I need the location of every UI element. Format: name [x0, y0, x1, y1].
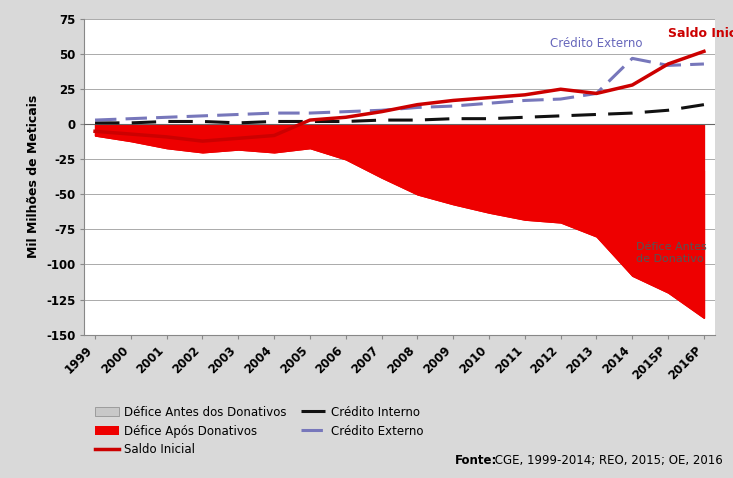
Legend: Défice Antes dos Donativos, Défice Após Donativos, Saldo Inicial, Crédito Intern: Défice Antes dos Donativos, Défice Após … — [90, 401, 428, 461]
Text: Crédito Externo: Crédito Externo — [550, 37, 642, 50]
Text: Défice Antes
de Donativo: Défice Antes de Donativo — [636, 242, 707, 264]
Text: Fonte:: Fonte: — [454, 455, 497, 467]
Y-axis label: Mil Milhões de Meticais: Mil Milhões de Meticais — [27, 95, 40, 259]
Text: CGE, 1999-2014; REO, 2015; OE, 2016: CGE, 1999-2014; REO, 2015; OE, 2016 — [491, 455, 723, 467]
Text: Saldo Inicial: Saldo Inicial — [668, 27, 733, 40]
